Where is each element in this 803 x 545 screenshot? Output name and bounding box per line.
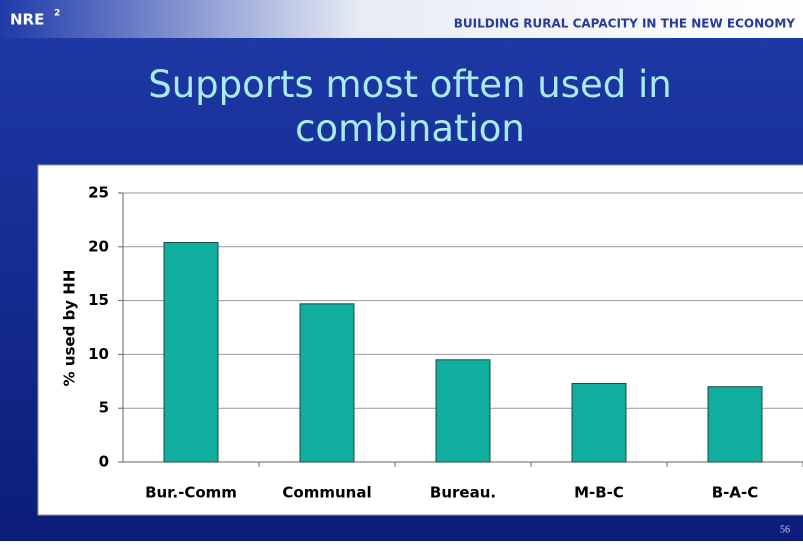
x-tick-label: Bur.-Comm	[145, 484, 237, 502]
y-tick-label: 25	[88, 184, 109, 202]
logo-sup: 2	[54, 9, 60, 19]
x-tick-label: Communal	[282, 484, 371, 502]
y-tick-label: 15	[88, 291, 109, 309]
page-number: 56	[780, 524, 790, 535]
bar	[435, 359, 491, 463]
tagline: BUILDING RURAL CAPACITY IN THE NEW ECONO…	[454, 17, 796, 31]
y-tick-label: 5	[99, 399, 109, 417]
logo: NRE	[10, 11, 44, 29]
y-axis-label: % used by HH	[61, 270, 79, 387]
y-tick-label: 10	[88, 345, 109, 363]
plot: 0 5 10 15 20 25 Bur.-Comm Communal Bureau. M-B-C B…	[88, 184, 803, 502]
bar	[163, 241, 219, 463]
x-tick-label: M-B-C	[574, 484, 624, 502]
y-tick-label: 20	[88, 237, 109, 255]
x-tick-label: B-A-C	[712, 484, 759, 502]
chart-title: Supports most often used in combination	[148, 63, 672, 150]
bar	[707, 386, 763, 463]
header-strip	[0, 0, 803, 38]
y-tick-label: 0	[99, 453, 109, 471]
bar	[571, 382, 627, 463]
x-tick-label: Bureau.	[430, 484, 496, 502]
bar	[299, 303, 355, 463]
